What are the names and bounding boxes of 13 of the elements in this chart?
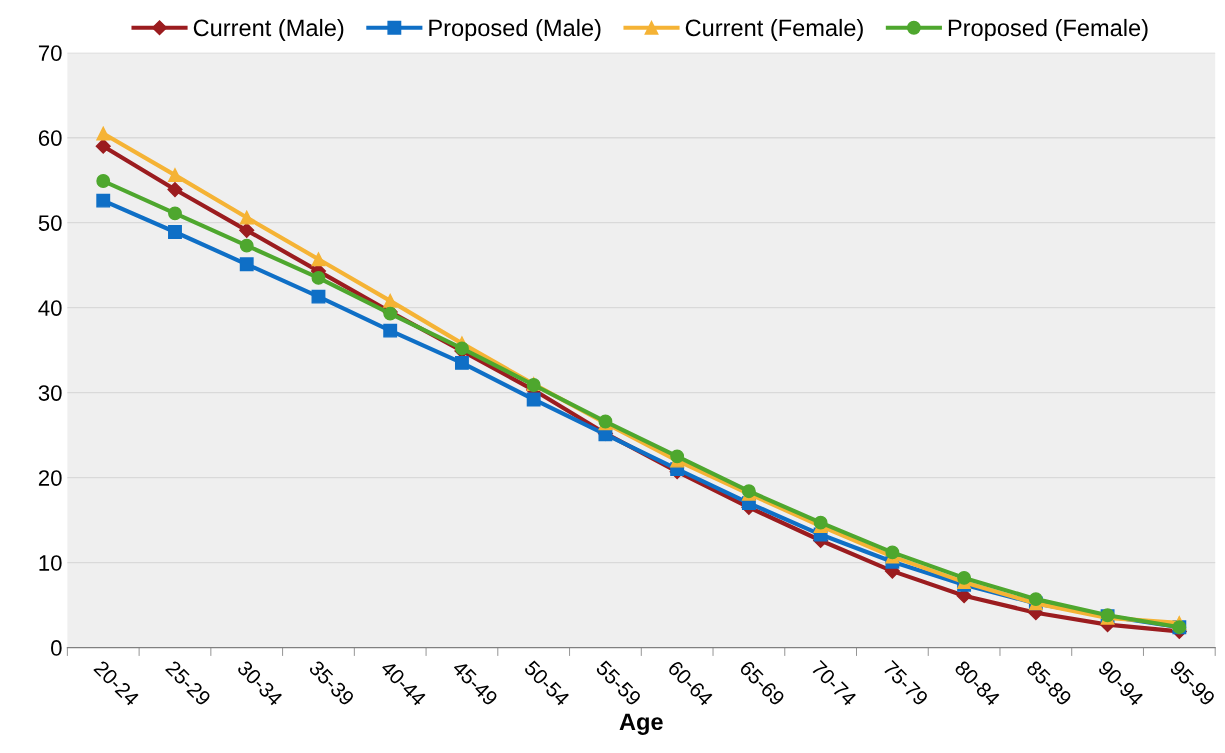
- legend-label: Current (Male): [193, 18, 344, 41]
- legend-label: Current (Female): [685, 18, 863, 41]
- y-tick-label: 70: [38, 45, 62, 61]
- legend-label: Proposed (Male): [429, 18, 601, 41]
- y-tick-label: 10: [39, 555, 62, 571]
- y-tick-label: 50: [38, 215, 62, 231]
- x-axis-title: Age: [619, 713, 663, 735]
- y-tick-label: 0: [51, 640, 62, 656]
- legend-label: Proposed (Female): [948, 18, 1148, 41]
- y-tick-label: 60: [38, 130, 62, 146]
- y-tick-label: 40: [38, 300, 62, 316]
- y-tick-label: 30: [38, 385, 62, 401]
- y-tick-label: 20: [38, 470, 62, 486]
